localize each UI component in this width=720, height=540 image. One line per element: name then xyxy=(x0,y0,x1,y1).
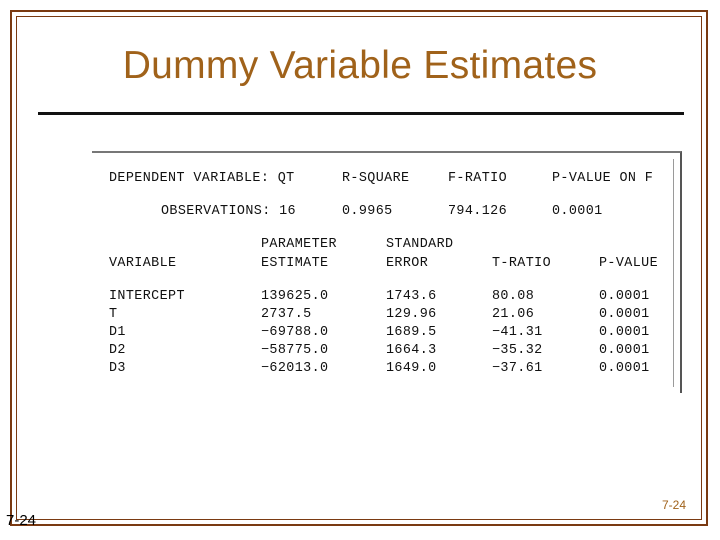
parameter-header-line1: PARAMETER xyxy=(261,237,337,252)
row-t-ratio: 80.08 xyxy=(492,289,535,304)
r-square-header: R-SQUARE xyxy=(342,171,410,186)
row-estimate: −58775.0 xyxy=(261,343,329,358)
p-value-on-f-header: P-VALUE ON F xyxy=(552,171,654,186)
row-p-value: 0.0001 xyxy=(599,307,650,322)
row-t-ratio: 21.06 xyxy=(492,307,535,322)
row-t-ratio: −41.31 xyxy=(492,325,543,340)
row-std-error: 1689.5 xyxy=(386,325,437,340)
slide-number: 7-24 xyxy=(662,498,687,512)
r-square-value: 0.9965 xyxy=(342,204,393,219)
dependent-variable-label: DEPENDENT VARIABLE: QT xyxy=(109,171,295,186)
slide-frame-outer xyxy=(10,10,708,526)
row-p-value: 0.0001 xyxy=(599,361,650,376)
f-ratio-value: 794.126 xyxy=(448,204,508,219)
p-value-f-value: 0.0001 xyxy=(552,204,603,219)
standard-header-line2: ERROR xyxy=(386,256,429,271)
row-t-ratio: −37.61 xyxy=(492,361,543,376)
row-t-ratio: −35.32 xyxy=(492,343,543,358)
t-ratio-header: T-RATIO xyxy=(492,256,552,271)
variable-header: VARIABLE xyxy=(109,256,177,271)
row-std-error: 129.96 xyxy=(386,307,437,322)
row-estimate: −62013.0 xyxy=(261,361,329,376)
row-variable: INTERCEPT xyxy=(109,289,185,304)
row-variable: D3 xyxy=(109,361,126,376)
row-estimate: −69788.0 xyxy=(261,325,329,340)
title-divider xyxy=(38,112,684,115)
row-variable: D1 xyxy=(109,325,126,340)
row-estimate: 139625.0 xyxy=(261,289,329,304)
standard-header-line1: STANDARD xyxy=(386,237,454,252)
row-variable: D2 xyxy=(109,343,126,358)
slide-frame-inner xyxy=(16,16,702,520)
row-std-error: 1743.6 xyxy=(386,289,437,304)
row-std-error: 1649.0 xyxy=(386,361,437,376)
row-p-value: 0.0001 xyxy=(599,289,650,304)
slide-title: Dummy Variable Estimates xyxy=(122,44,598,87)
observations-label: OBSERVATIONS: 16 xyxy=(161,204,296,219)
row-variable: T xyxy=(109,307,118,322)
regression-output-scan: DEPENDENT VARIABLE: QT R-SQUARE F-RATIO … xyxy=(92,151,682,393)
row-estimate: 2737.5 xyxy=(261,307,312,322)
row-std-error: 1664.3 xyxy=(386,343,437,358)
p-value-header: P-VALUE xyxy=(599,256,659,271)
row-p-value: 0.0001 xyxy=(599,343,650,358)
row-p-value: 0.0001 xyxy=(599,325,650,340)
slide-number-overlay: 7-24 xyxy=(6,512,37,529)
f-ratio-header: F-RATIO xyxy=(448,171,508,186)
parameter-header-line2: ESTIMATE xyxy=(261,256,329,271)
